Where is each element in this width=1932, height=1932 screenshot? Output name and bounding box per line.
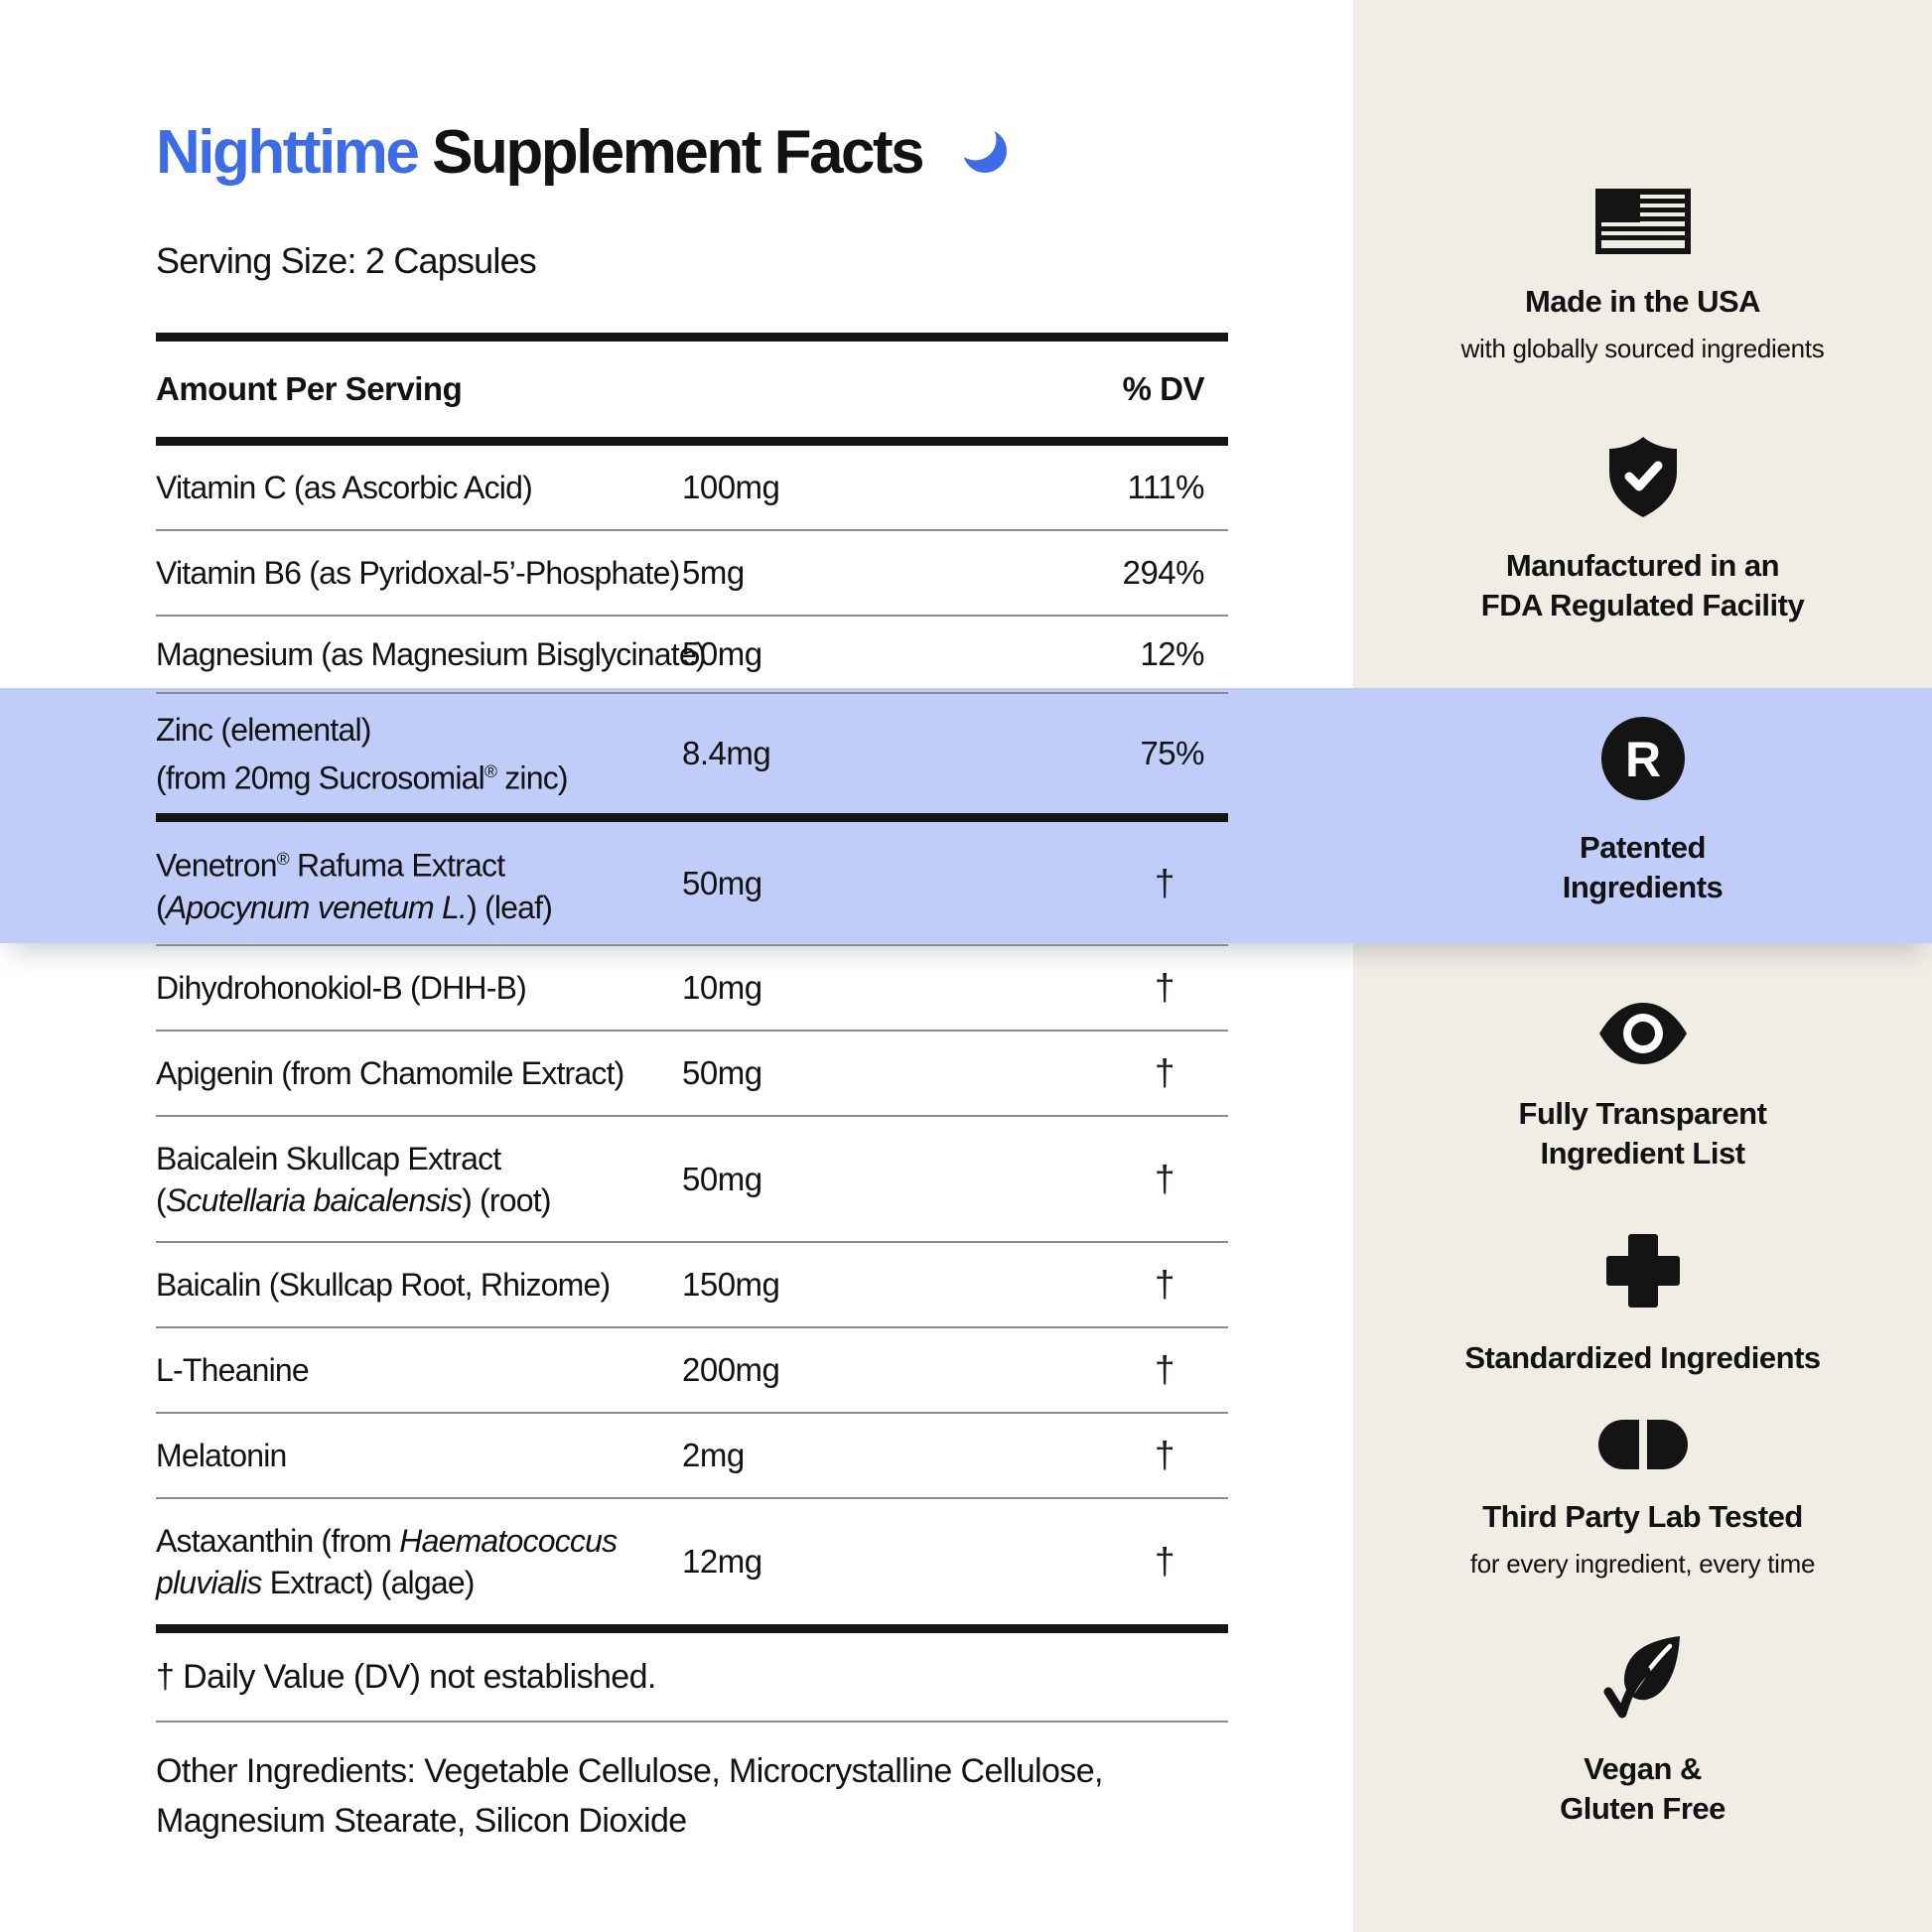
amount-value: 50mg [682, 635, 762, 672]
table-row: Melatonin 2mg † [156, 1414, 1228, 1499]
dv-dagger: † [1154, 1158, 1175, 1199]
dv-dagger: † [1154, 1264, 1175, 1305]
ingredient-name: Magnesium (as Magnesium Bisglycinate) [156, 636, 707, 672]
facts-panel: Nighttime Supplement Facts Serving Size:… [156, 0, 1228, 1846]
sidebar-background [1353, 0, 1932, 1932]
sidebar-badge: Third Party Lab Tested for every ingredie… [1353, 1420, 1932, 1580]
badge-title: Fully Transparent Ingredient List [1518, 1096, 1767, 1171]
amount-value: 100mg [682, 469, 780, 505]
sidebar-badge: R Patented Ingredients [1353, 717, 1932, 907]
usa-flag-icon [1353, 189, 1932, 254]
table-row: Zinc (elemental) (from 20mg Sucrosomial® … [156, 694, 1228, 822]
ingredient-name: Vitamin C (as Ascorbic Acid) [156, 470, 533, 505]
svg-text:R: R [1624, 732, 1660, 787]
ingredient-name: Venetron® Rafuma Extract (Apocynum venetu… [156, 847, 553, 925]
amount-value: 5mg [682, 554, 745, 591]
table-header: Amount Per Serving % DV [156, 342, 1228, 437]
header-amount-per-serving: Amount Per Serving [156, 370, 463, 407]
capsule-pill-icon [1353, 1420, 1932, 1469]
ingredient-name: Baicalin (Skullcap Root, Rhizome) [156, 1267, 611, 1303]
badge-subtitle: for every ingredient, every time [1469, 1549, 1816, 1579]
other-ingredients: Other Ingredients: Vegetable Cellulose, … [156, 1752, 1103, 1840]
ingredient-name: Dihydrohonokiol-B (DHH-B) [156, 970, 527, 1006]
sidebar: Made in the USA with globally sourced ing… [1353, 0, 1932, 1932]
sidebar-badge: Manufactured in an FDA Regulated Facility [1353, 437, 1932, 625]
dv-dagger: † [1154, 1435, 1175, 1475]
amount-value: 50mg [682, 1054, 762, 1091]
leaf-check-icon [1353, 1634, 1932, 1722]
ingredient-name: Apigenin (from Chamomile Extract) [156, 1055, 624, 1091]
header-percent-dv: % DV [1122, 370, 1205, 407]
divider-thick [156, 1624, 1228, 1633]
table-row: Vitamin B6 (as Pyridoxal-5’-Phosphate) 5m… [156, 531, 1228, 617]
amount-value: 2mg [682, 1437, 745, 1473]
badge-title: Made in the USA [1524, 284, 1761, 319]
dv-dagger: † [1154, 1349, 1175, 1390]
badge-subtitle: with globally sourced ingredients [1460, 334, 1825, 363]
sidebar-badge: Fully Transparent Ingredient List [1353, 1001, 1932, 1173]
crescent-moon-icon [959, 120, 1011, 192]
badge-title: Manufactured in an FDA Regulated Facility [1480, 548, 1805, 622]
badge-title: Patented Ingredients [1562, 830, 1724, 904]
ingredient-name: L-Theanine [156, 1352, 310, 1388]
divider-thick [156, 333, 1228, 342]
shield-check-icon [1353, 437, 1932, 518]
table-row: Baicalin (Skullcap Root, Rhizome) 150mg † [156, 1243, 1228, 1328]
divider-thin [156, 1721, 1228, 1723]
table-row: Apigenin (from Chamomile Extract) 50mg † [156, 1032, 1228, 1117]
table-row: Astaxanthin (from Haematococcus pluvialis… [156, 1499, 1228, 1624]
dv-footnote: † Daily Value (DV) not established. [156, 1658, 656, 1696]
serving-size: Serving Size: 2 Capsules [156, 240, 537, 281]
ingredient-name: Astaxanthin (from Haematococcus pluvialis… [156, 1523, 618, 1600]
amount-value: 8.4mg [682, 735, 771, 771]
table-row: Vitamin C (as Ascorbic Acid) 100mg 111% [156, 446, 1228, 531]
ingredient-name: Melatonin [156, 1438, 287, 1473]
table-row: L-Theanine 200mg † [156, 1328, 1228, 1414]
dv-dagger: † [1154, 967, 1175, 1008]
table-row: Magnesium (as Magnesium Bisglycinate) 50m… [156, 617, 1228, 694]
registered-trademark-icon: R [1353, 717, 1932, 800]
sidebar-badge: Standardized Ingredients [1353, 1231, 1932, 1378]
dv-value: 294% [1122, 554, 1205, 591]
sidebar-badge: Vegan & Gluten Free [1353, 1634, 1932, 1829]
amount-value: 10mg [682, 969, 762, 1006]
ingredient-name: Zinc (elemental) (from 20mg Sucrosomial® … [156, 711, 569, 796]
badge-title: Vegan & Gluten Free [1560, 1751, 1725, 1826]
dv-value: 111% [1127, 469, 1204, 505]
title-rest: Supplement Facts [432, 118, 925, 187]
table-row: Dihydrohonokiol-B (DHH-B) 10mg † [156, 946, 1228, 1032]
dv-value: 12% [1140, 635, 1204, 672]
amount-value: 150mg [682, 1266, 780, 1303]
amount-value: 50mg [682, 1160, 762, 1197]
plus-cross-icon [1353, 1231, 1932, 1311]
ingredient-name: Baicalein Skullcap Extract (Scutellaria b… [156, 1140, 551, 1218]
ingredient-name: Vitamin B6 (as Pyridoxal-5’-Phosphate) [156, 555, 680, 591]
amount-value: 50mg [682, 864, 762, 901]
page-title: Nighttime Supplement Facts [156, 117, 1228, 192]
amount-value: 12mg [682, 1543, 762, 1580]
table-row: Baicalein Skullcap Extract (Scutellaria b… [156, 1117, 1228, 1243]
title-highlight: Nighttime [156, 118, 420, 187]
divider-thick [156, 437, 1228, 446]
badge-title: Standardized Ingredients [1464, 1340, 1821, 1375]
badge-title: Third Party Lab Tested [1482, 1499, 1803, 1534]
sidebar-badge: Made in the USA with globally sourced ing… [1353, 189, 1932, 364]
dv-dagger: † [1154, 862, 1175, 903]
ingredient-table: Vitamin C (as Ascorbic Acid) 100mg 111% Vit… [156, 446, 1228, 1624]
eye-icon [1353, 1001, 1932, 1066]
table-row: Venetron® Rafuma Extract (Apocynum venetu… [156, 822, 1228, 946]
dv-dagger: † [1154, 1541, 1175, 1582]
dv-value: 75% [1140, 735, 1204, 771]
amount-value: 200mg [682, 1351, 780, 1388]
dv-dagger: † [1154, 1052, 1175, 1093]
